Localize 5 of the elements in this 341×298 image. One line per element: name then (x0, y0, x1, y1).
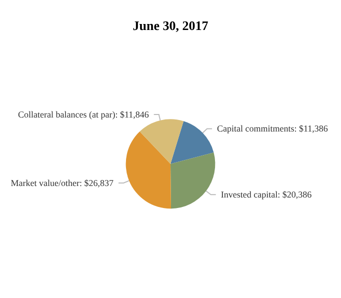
slice-label: Collateral balances (at par): $11,846 (18, 110, 150, 120)
slice-label: Market value/other: $26,837 (10, 178, 114, 188)
slice-label: Invested capital: $20,386 (220, 190, 312, 200)
slice-label: Capital commitments: $11,386 (217, 124, 328, 134)
chart-title: June 30, 2017 (132, 18, 209, 33)
